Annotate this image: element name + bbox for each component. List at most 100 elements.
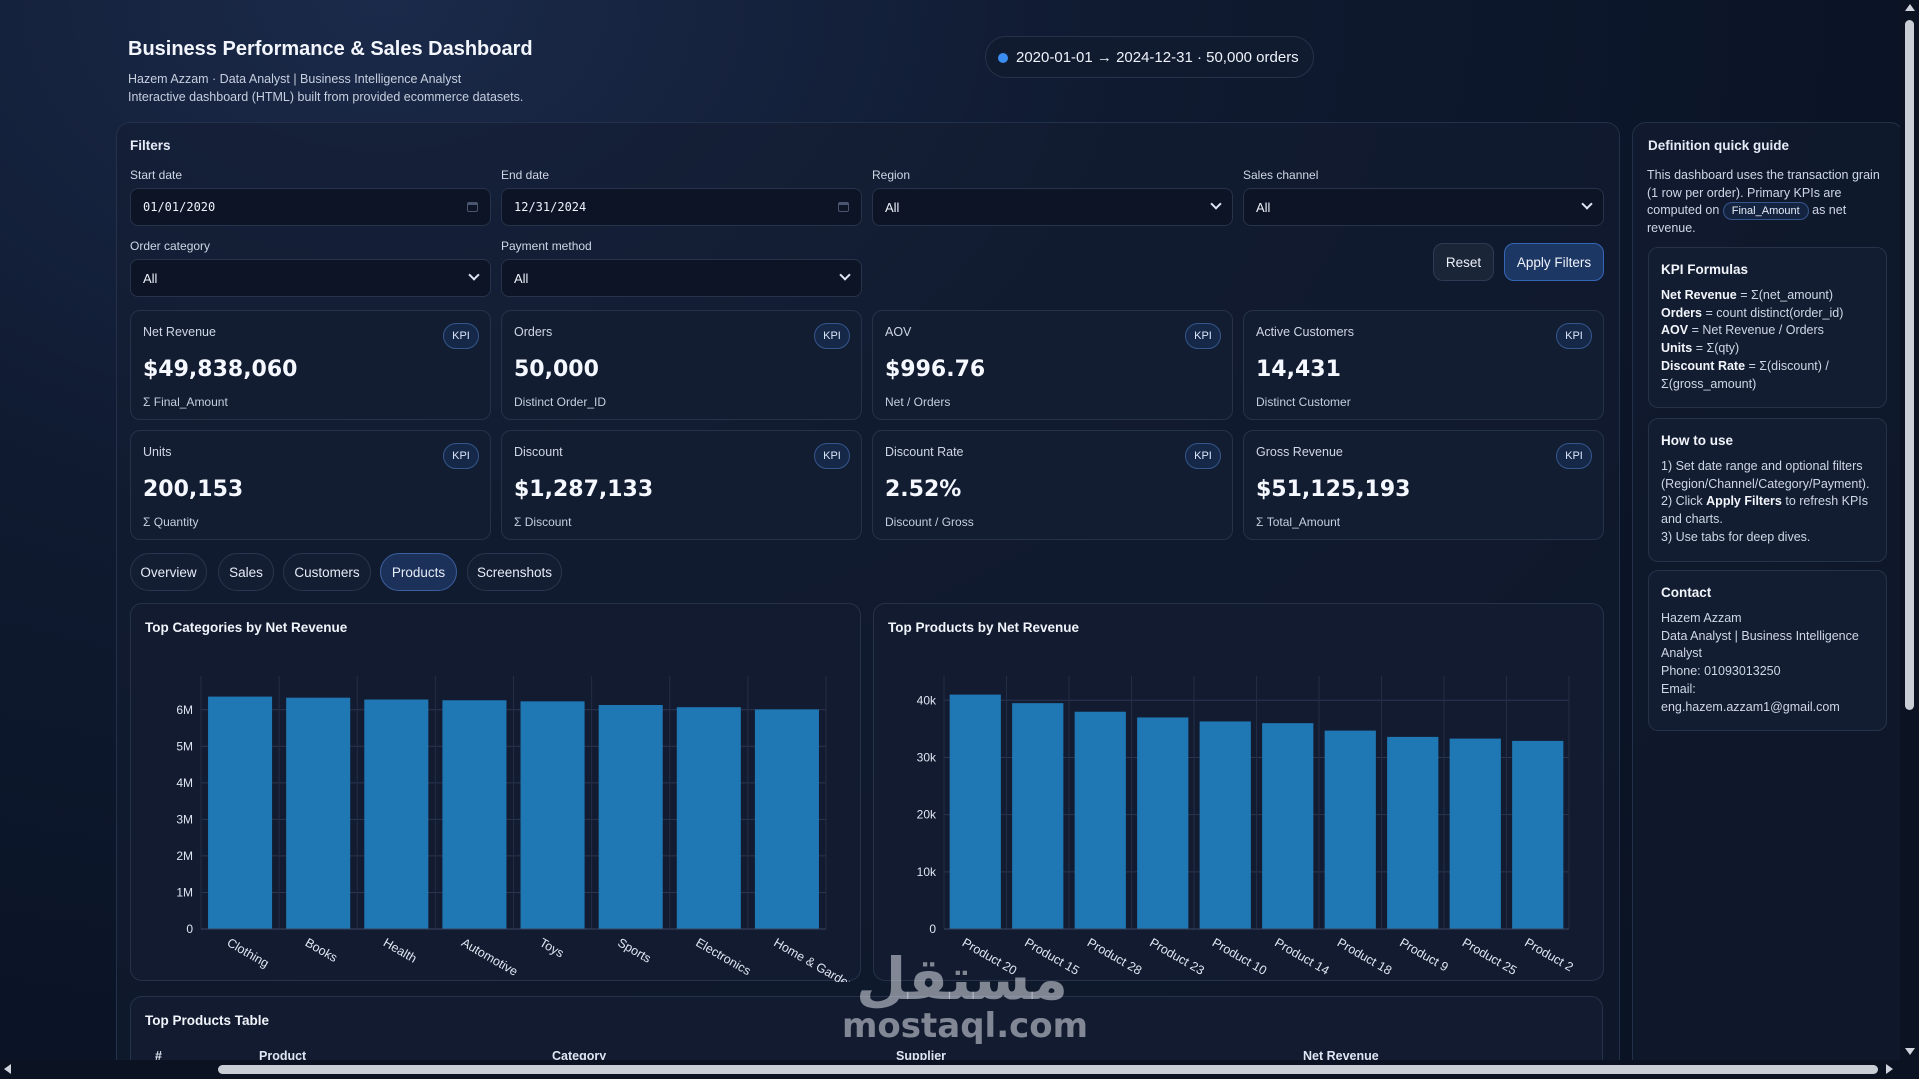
start-date-input[interactable]: 01/01/2020 xyxy=(130,188,491,226)
calendar-icon[interactable] xyxy=(467,202,478,212)
kpi-card-net-revenue: Net Revenue KPI $49,838,060 Σ Final_Amou… xyxy=(130,310,491,420)
kpi-badge: KPI xyxy=(1556,323,1592,349)
bar xyxy=(286,697,351,929)
table-header-index[interactable]: # xyxy=(155,1049,162,1060)
end-date-value: 12/31/2024 xyxy=(514,200,587,214)
tab-customers[interactable]: Customers xyxy=(283,553,371,591)
scrollbar-corner xyxy=(1900,1060,1919,1079)
tab-products[interactable]: Products xyxy=(380,553,457,591)
bar xyxy=(1449,738,1501,929)
bar xyxy=(1262,723,1314,929)
vertical-scrollbar[interactable] xyxy=(1900,0,1919,1060)
table-header-net-revenue[interactable]: Net Revenue xyxy=(1303,1049,1379,1060)
chart-title: Top Categories by Net Revenue xyxy=(145,620,348,635)
kpi-value: 14,431 xyxy=(1256,357,1341,382)
chart-panel-products: Top Products by Net Revenue 0 10k 20k 30k 40… xyxy=(873,603,1604,981)
kpi-badge: KPI xyxy=(443,443,479,469)
x-tick-label: Product 14 xyxy=(1272,935,1331,977)
x-tick-label: Product 28 xyxy=(1085,935,1144,977)
kpi-note: Σ Total_Amount xyxy=(1256,515,1341,529)
order-category-select[interactable]: All xyxy=(130,259,491,297)
table-header-supplier[interactable]: Supplier xyxy=(896,1049,947,1060)
kpi-label: Orders xyxy=(514,325,553,339)
end-date-input[interactable]: 12/31/2024 xyxy=(501,188,862,226)
y-tick-label: 5M xyxy=(176,739,193,753)
chevron-down-icon xyxy=(839,269,851,281)
x-tick-label: Clothing xyxy=(225,935,272,970)
scroll-left-arrow-icon[interactable] xyxy=(4,1064,11,1074)
kpi-label: Units xyxy=(143,445,172,459)
bar xyxy=(1512,740,1564,929)
vertical-scroll-thumb[interactable] xyxy=(1905,20,1914,710)
contact-role: Data Analyst | Business Intelligence Ana… xyxy=(1661,628,1859,661)
calendar-icon[interactable] xyxy=(838,202,849,212)
scroll-right-arrow-icon[interactable] xyxy=(1886,1064,1893,1074)
page-title: Business Performance & Sales Dashboard xyxy=(128,38,533,60)
y-tick-label: 10k xyxy=(917,865,937,879)
bar xyxy=(676,707,741,929)
order-category-label: Order category xyxy=(130,239,211,253)
tab-sales[interactable]: Sales xyxy=(218,553,274,591)
region-label: Region xyxy=(872,168,911,182)
contact-name: Hazem Azzam xyxy=(1661,611,1742,625)
tab-overview[interactable]: Overview xyxy=(130,553,207,591)
howto-step-3: 3) Use tabs for deep dives. xyxy=(1661,529,1811,544)
formula-line: Orders = count distinct(order_id) xyxy=(1661,305,1844,320)
x-tick-label: Sports xyxy=(615,935,653,965)
kpi-value: 2.52% xyxy=(885,477,962,502)
formula-line: Units = Σ(qty) xyxy=(1661,341,1740,356)
howto-step-2: 2) Click Apply Filters to refresh KPIs a… xyxy=(1661,494,1869,527)
kpi-value: $996.76 xyxy=(885,357,986,382)
scroll-down-arrow-icon[interactable] xyxy=(1905,1048,1915,1055)
chevron-down-icon xyxy=(468,269,480,281)
bar xyxy=(598,705,663,929)
payment-method-select[interactable]: All xyxy=(501,259,862,297)
tab-screenshots[interactable]: Screenshots xyxy=(467,553,562,591)
scroll-up-arrow-icon[interactable] xyxy=(1905,4,1915,11)
y-tick-label: 1M xyxy=(176,885,193,899)
reset-button[interactable]: Reset xyxy=(1433,243,1494,281)
final-amount-chip: Final_Amount xyxy=(1722,202,1809,220)
payment-method-label: Payment method xyxy=(501,239,592,253)
bar xyxy=(1012,703,1064,929)
formula-line: AOV = Net Revenue / Orders xyxy=(1661,323,1824,338)
region-select[interactable]: All xyxy=(872,188,1233,226)
y-tick-label: 3M xyxy=(176,812,193,826)
table-header-category[interactable]: Category xyxy=(552,1049,607,1060)
contact-email[interactable]: eng.hazem.azzam1@gmail.com xyxy=(1661,699,1840,714)
sales-channel-label: Sales channel xyxy=(1243,168,1319,182)
horizontal-scroll-thumb[interactable] xyxy=(218,1065,1878,1074)
y-tick-label: 0 xyxy=(186,922,193,936)
formula-line: Net Revenue = Σ(net_amount) xyxy=(1661,288,1834,302)
bar xyxy=(208,696,273,929)
contact-phone: Phone: 01093013250 xyxy=(1661,664,1781,679)
intro-text-b: as net revenue. xyxy=(1647,203,1847,235)
kpi-value: $1,287,133 xyxy=(514,477,654,502)
y-tick-label: 6M xyxy=(176,703,193,717)
bar xyxy=(949,694,1001,929)
chevron-down-icon xyxy=(1581,198,1593,210)
table-header-product[interactable]: Product xyxy=(259,1049,307,1060)
kpi-value: 50,000 xyxy=(514,357,599,382)
kpi-card-units: Units KPI 200,153 Σ Quantity xyxy=(130,430,491,540)
date-range-text: 2020-01-01 → 2024-12-31 · 50,000 orders xyxy=(1016,48,1299,66)
chart-title: Top Products by Net Revenue xyxy=(888,620,1080,635)
how-to-use-card: How to use 1) Set date range and optiona… xyxy=(1648,418,1887,562)
kpi-label: Discount xyxy=(514,445,563,459)
sales-channel-select[interactable]: All xyxy=(1243,188,1604,226)
how-to-use-title: How to use xyxy=(1661,433,1734,448)
chevron-down-icon xyxy=(1210,198,1222,210)
x-tick-label: Product 10 xyxy=(1210,935,1269,977)
watermark-arabic: مستقل xyxy=(855,945,1069,1013)
y-tick-label: 40k xyxy=(917,693,937,707)
watermark-latin: mostaql.com xyxy=(842,1006,1089,1046)
horizontal-scrollbar[interactable] xyxy=(0,1060,1900,1079)
kpi-card-discount-rate: Discount Rate KPI 2.52% Discount / Gross xyxy=(872,430,1233,540)
x-tick-label: Product 18 xyxy=(1335,935,1394,977)
kpi-note: Σ Quantity xyxy=(143,515,199,529)
x-tick-label: Product 9 xyxy=(1397,935,1450,974)
x-tick-label: Automotive xyxy=(459,935,520,978)
kpi-card-active-customers: Active Customers KPI 14,431 Distinct Cus… xyxy=(1243,310,1604,420)
apply-filters-button[interactable]: Apply Filters xyxy=(1504,243,1604,281)
